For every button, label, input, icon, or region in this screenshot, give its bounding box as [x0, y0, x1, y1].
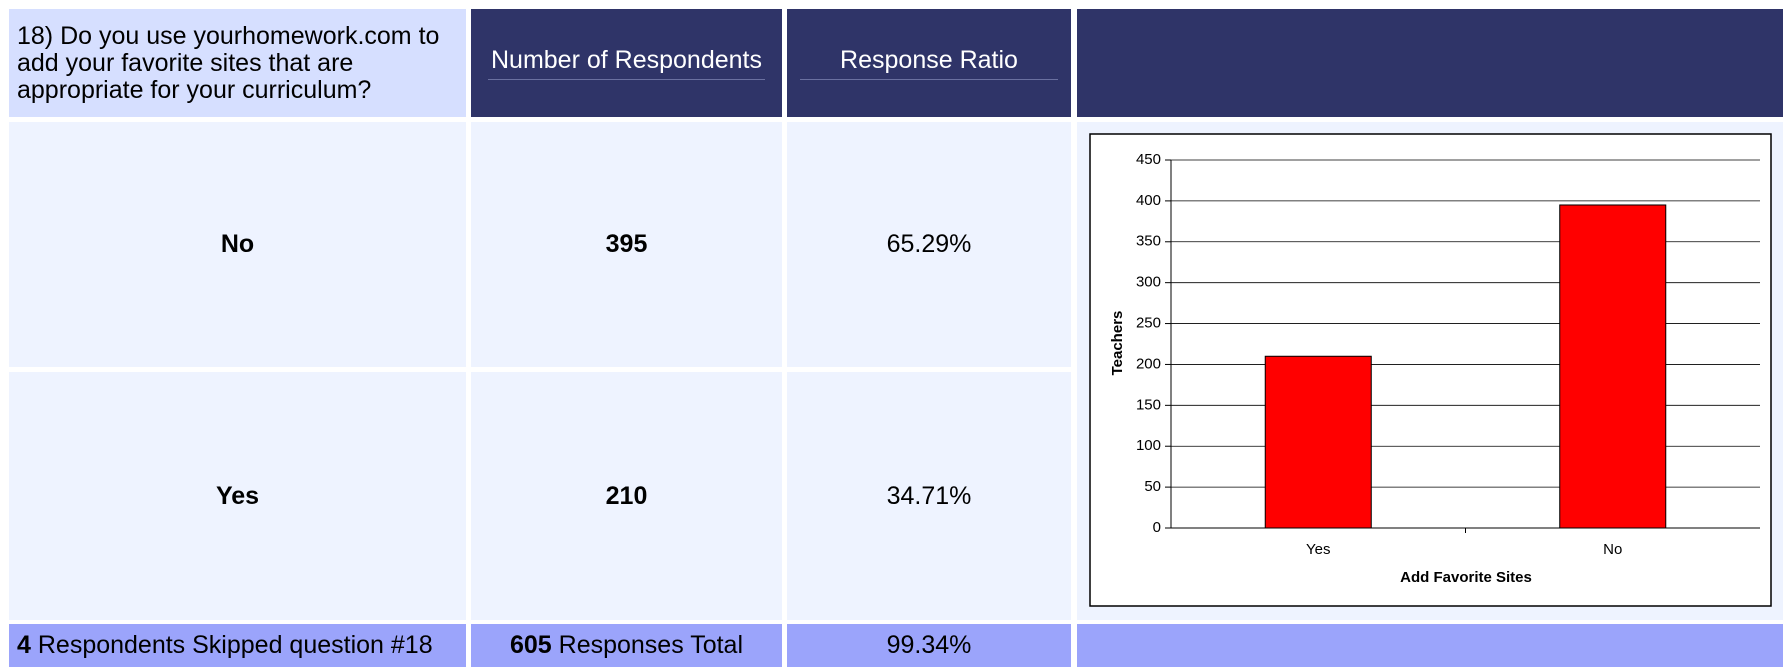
header-cell: Response Ratio: [787, 9, 1071, 117]
total-text: Responses Total: [558, 631, 744, 659]
y-tick-label: 400: [1136, 192, 1161, 209]
y-tick-label: 50: [1144, 478, 1161, 495]
total: 605 Responses Total: [471, 624, 782, 667]
y-tick-label: 150: [1136, 396, 1161, 413]
total-count: 605: [509, 631, 552, 659]
count: 210: [471, 372, 782, 620]
total-ratio: 99.34%: [787, 624, 1071, 667]
header-text: Number of Respondents: [488, 46, 765, 80]
ratio: 34.71%: [787, 372, 1071, 620]
header-text: Response Ratio: [800, 46, 1058, 80]
answer: Yes: [9, 372, 466, 620]
answer: No: [9, 122, 466, 367]
header-cell: Number of Respondents: [471, 9, 782, 117]
y-tick-label: 0: [1153, 519, 1161, 536]
y-tick-label: 450: [1136, 151, 1161, 168]
count: 395: [471, 122, 782, 367]
bar: [1264, 355, 1372, 529]
bar: [1559, 204, 1667, 529]
ratio: 65.29%: [787, 122, 1071, 367]
x-tick-label: No: [1603, 541, 1622, 558]
skipped: 4 Respondents Skipped question #18: [9, 624, 466, 667]
question: 18) Do you use yourhomework.com to add y…: [9, 9, 466, 117]
chart-frame: [1089, 133, 1772, 607]
x-tick-label: Yes: [1306, 541, 1330, 558]
y-tick-label: 200: [1136, 355, 1161, 372]
y-axis-title: Teachers: [1109, 311, 1126, 376]
y-tick-label: 250: [1136, 315, 1161, 332]
y-tick-label: 350: [1136, 233, 1161, 250]
footer-cell: [1077, 624, 1783, 667]
header-cell: [1077, 9, 1783, 117]
skipped-count: 4: [17, 631, 31, 659]
y-tick-label: 300: [1136, 274, 1161, 291]
y-tick-label: 100: [1136, 437, 1161, 454]
x-axis-title: Add Favorite Sites: [1400, 569, 1532, 586]
skipped-text: Respondents Skipped question #18: [37, 631, 433, 659]
